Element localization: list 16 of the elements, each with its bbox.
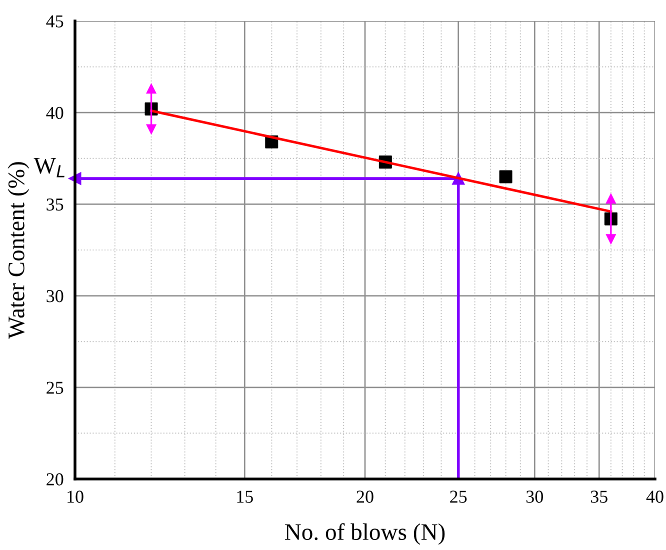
x-tick-label: 35 — [590, 490, 608, 503]
x-tick-label: 30 — [526, 490, 543, 503]
y-tick-label: 35 — [46, 198, 64, 211]
x-tick-label: 20 — [356, 490, 374, 503]
y-tick-label: 30 — [46, 290, 64, 302]
x-tick-label: 15 — [237, 490, 253, 503]
x-axis-title: No. of blows (N) — [285, 523, 445, 545]
y-tick-label: 25 — [46, 382, 64, 394]
y-axis-title: Water Content (%) — [8, 162, 30, 339]
x-tick-label: 40 — [646, 490, 664, 503]
y-tick-label: 40 — [46, 106, 64, 120]
x-tick-label: 25 — [450, 490, 467, 503]
ref-line-label: W$_{L}$ — [34, 158, 64, 178]
y-tick-label: 45 — [46, 15, 64, 28]
x-tick-label: 10 — [68, 490, 84, 503]
y-tick-label: 20 — [46, 473, 64, 486]
